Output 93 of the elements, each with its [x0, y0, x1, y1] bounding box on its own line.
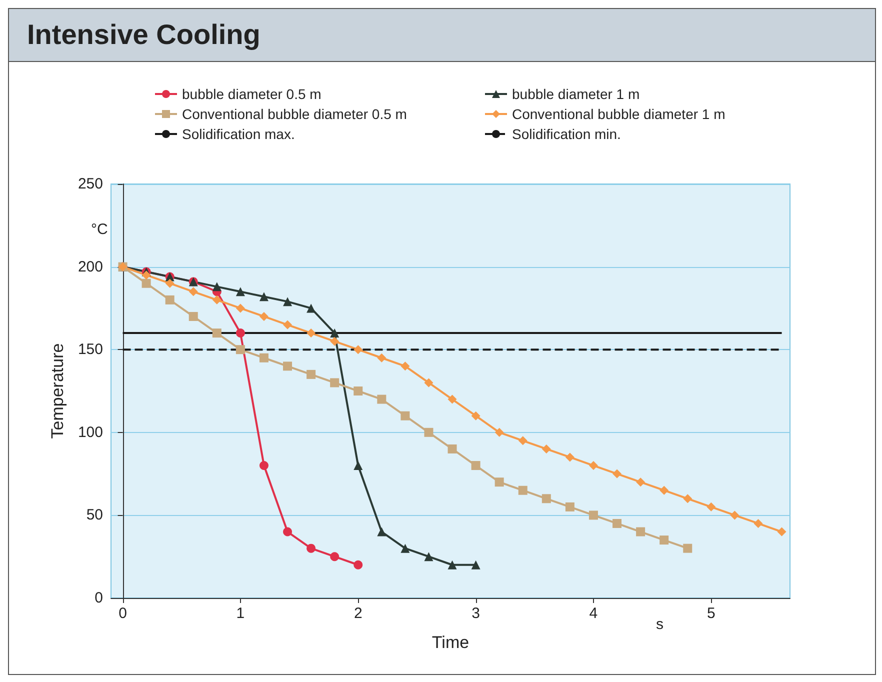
point	[706, 502, 716, 512]
point	[471, 411, 480, 420]
point	[306, 304, 316, 313]
point	[142, 270, 151, 280]
point	[471, 461, 480, 470]
y-tick-label: 100	[78, 424, 103, 441]
legend-label: bubble diameter 0.5 m	[182, 86, 322, 102]
point	[259, 292, 268, 302]
point	[306, 370, 316, 379]
point	[236, 304, 245, 313]
point	[565, 502, 574, 512]
point	[354, 345, 363, 354]
y-tick-label: 150	[78, 341, 103, 358]
point	[283, 297, 292, 306]
point	[306, 544, 316, 553]
point	[212, 328, 222, 338]
y-tick-label: 250	[78, 176, 103, 192]
point	[259, 353, 268, 362]
point	[400, 544, 410, 553]
point	[565, 452, 574, 462]
point	[354, 461, 363, 470]
point	[142, 278, 151, 288]
point	[754, 518, 763, 528]
x-tick-label: 4	[589, 605, 598, 622]
point	[330, 336, 340, 346]
point	[424, 428, 434, 437]
point	[354, 560, 363, 570]
point	[212, 295, 222, 304]
point	[377, 527, 386, 536]
chart-title: Intensive Cooling	[9, 9, 875, 62]
text: °C	[91, 221, 108, 238]
point	[448, 444, 457, 454]
point	[283, 527, 292, 536]
point	[212, 282, 222, 292]
point	[588, 510, 598, 520]
point	[400, 362, 410, 371]
point	[494, 428, 504, 437]
x-tick-label: 3	[472, 605, 480, 622]
legend-label: Conventional bubble diameter 1 m	[512, 106, 726, 122]
x-axis-title: Time	[432, 633, 470, 652]
point	[165, 295, 174, 304]
point	[660, 486, 669, 495]
legend-label: Solidification max.	[182, 126, 295, 142]
legend-label: bubble diameter 1 m	[512, 86, 640, 102]
x-tick-label: 5	[706, 605, 716, 622]
point	[424, 378, 434, 388]
y-tick-label: 0	[94, 590, 103, 606]
y-tick-label: 200	[78, 258, 103, 276]
point	[683, 494, 692, 504]
point	[448, 394, 457, 404]
point	[636, 527, 646, 536]
point	[518, 436, 528, 446]
x-tick-label: 2	[354, 605, 362, 622]
point	[330, 552, 340, 562]
point	[494, 478, 504, 487]
y-axis-title: Temperature	[48, 343, 67, 439]
point	[777, 527, 786, 536]
point	[188, 312, 198, 321]
point	[424, 552, 434, 562]
x-tick-label: 1	[236, 605, 245, 622]
point	[236, 345, 245, 354]
point	[377, 353, 386, 362]
point	[283, 320, 292, 330]
point	[518, 486, 528, 495]
point	[259, 461, 268, 470]
point	[448, 560, 457, 570]
point	[400, 411, 410, 420]
point	[259, 312, 268, 321]
point	[330, 328, 340, 338]
point	[471, 560, 480, 570]
point	[730, 510, 740, 520]
point	[306, 328, 316, 338]
y-tick-label: 50	[86, 506, 103, 524]
point	[330, 378, 340, 388]
point	[542, 494, 551, 504]
legend-label: Solidification min.	[512, 126, 621, 142]
point	[636, 478, 646, 487]
text: s	[656, 616, 664, 633]
point	[236, 328, 245, 338]
point	[588, 461, 598, 470]
point	[612, 518, 622, 528]
point	[683, 544, 692, 553]
point	[236, 287, 245, 296]
point	[165, 278, 174, 288]
point	[354, 386, 363, 396]
point	[612, 469, 622, 478]
point	[377, 394, 386, 404]
legend-label: Conventional bubble diameter 0.5 m	[182, 106, 407, 122]
x-tick-label: 0	[118, 605, 127, 622]
point	[542, 444, 551, 454]
point	[660, 536, 669, 545]
point	[188, 287, 198, 296]
point	[283, 362, 292, 371]
